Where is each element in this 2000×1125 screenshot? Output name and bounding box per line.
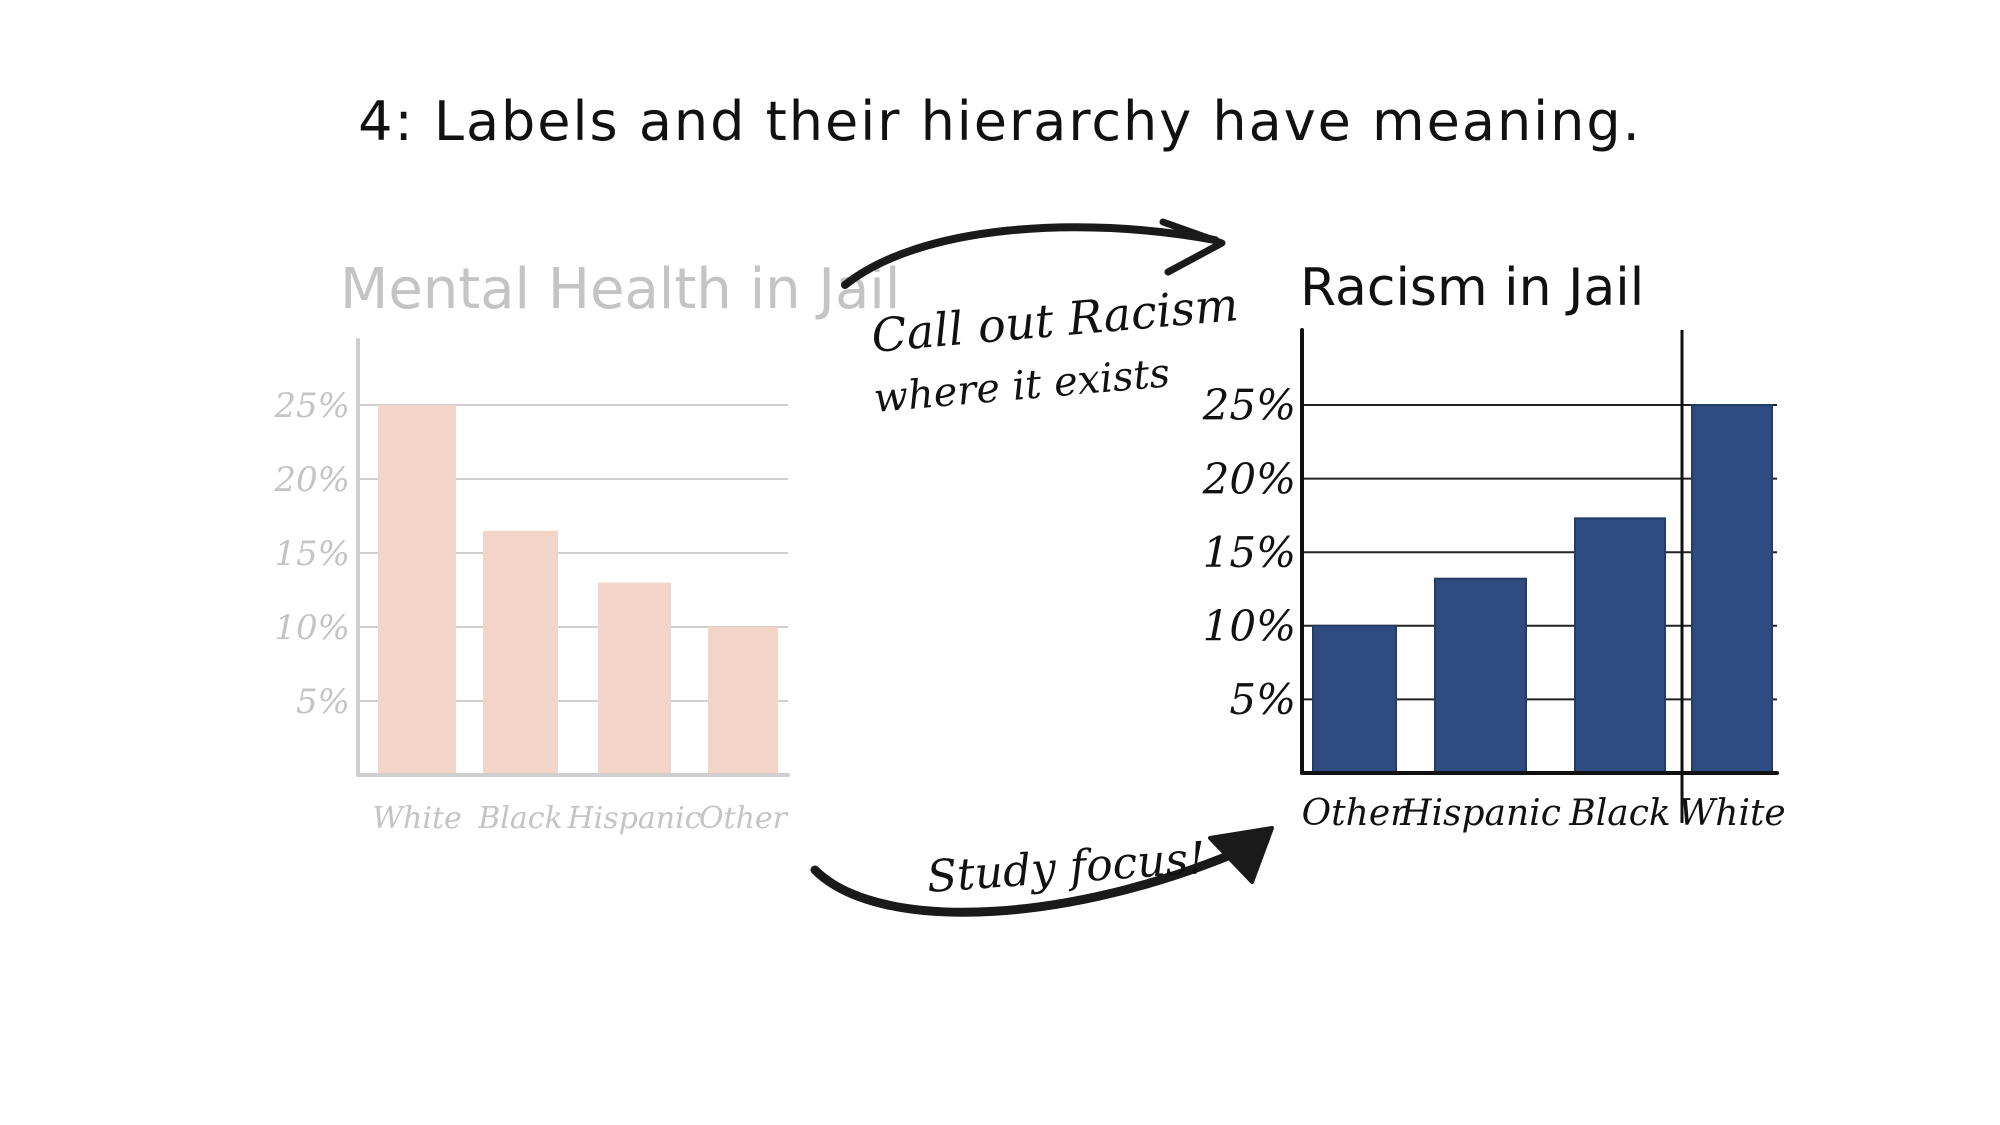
left-chart: Mental Health in Jail 5% 10% 15% 20% 25% Whi… (273, 257, 900, 836)
left-bar (483, 530, 558, 775)
top-arrow-head (1159, 218, 1226, 276)
top-arrow-curve (841, 223, 1219, 289)
left-y-tick-label: 15% (274, 534, 350, 574)
left-bar (598, 582, 671, 775)
right-bar (1434, 577, 1527, 774)
bottom-arrow-curve (810, 835, 1270, 917)
right-bars (1312, 404, 1773, 774)
right-bar (1312, 624, 1397, 774)
right-y-tick-label: 20% (1202, 454, 1296, 503)
right-chart-title: Racism in Jail (1300, 258, 1644, 318)
top-arrow-text-line2: where it exists (872, 350, 1172, 422)
bottom-arrow-head (1208, 826, 1274, 884)
left-y-tick-label: 10% (274, 608, 350, 648)
left-y-tick-label: 25% (273, 386, 350, 426)
left-y-tick-labels: 5% 10% 15% 20% 25% (273, 386, 350, 722)
right-axes (1300, 328, 1779, 823)
top-arrow (841, 218, 1226, 289)
left-bars (378, 405, 778, 775)
left-axes (356, 338, 790, 777)
top-arrow-text-line1: Call out Racism (869, 277, 1240, 363)
left-x-tick-label: Black (477, 801, 563, 836)
slide-heading: 4: Labels and their hierarchy have meani… (358, 90, 1642, 153)
left-chart-title: Mental Health in Jail (340, 257, 900, 322)
left-x-tick-label: White (372, 801, 462, 836)
left-x-tick-label: Other (699, 801, 789, 836)
left-bar (378, 405, 456, 775)
right-bar (1691, 404, 1773, 774)
left-bar (708, 627, 778, 775)
right-bar (1574, 517, 1666, 774)
right-y-tick-labels: 5% 10% 15% 20% 25% (1202, 381, 1296, 724)
right-x-tick-label: White (1678, 793, 1785, 834)
right-chart: Racism in Jail 5% 10% 15% 20% 25% OtherHispa… (1202, 258, 1786, 834)
bottom-arrow-text: Study focus! (925, 833, 1207, 903)
right-x-tick-label: Other (1302, 793, 1409, 834)
right-x-tick-label: Hispanic (1399, 793, 1561, 834)
left-x-tick-label: Hispanic (567, 801, 702, 836)
right-y-tick-label: 25% (1202, 381, 1296, 430)
bottom-arrow (810, 826, 1274, 917)
left-y-tick-label: 5% (296, 682, 350, 722)
right-x-tick-label: Black (1568, 793, 1670, 834)
right-y-tick-label: 5% (1229, 675, 1296, 724)
right-y-tick-label: 15% (1203, 528, 1296, 577)
right-y-tick-label: 10% (1203, 602, 1296, 651)
left-y-tick-label: 20% (273, 460, 350, 500)
